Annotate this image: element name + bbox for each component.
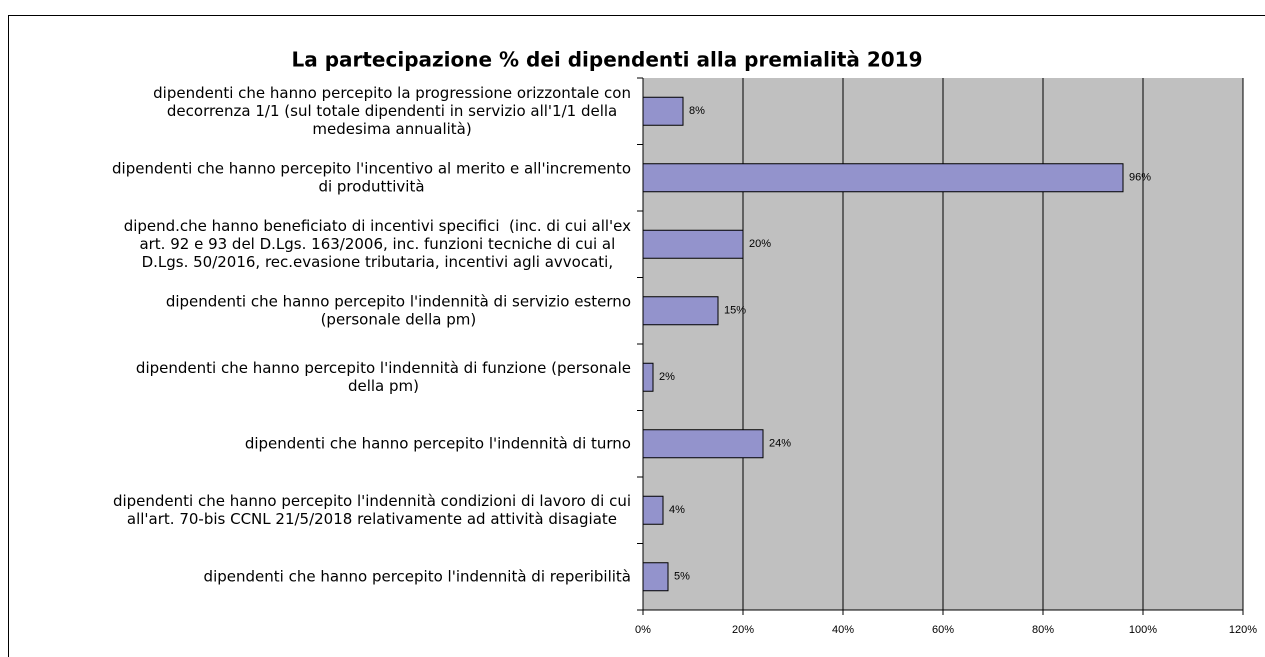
- y-tick-label: dipendenti che hanno percepito l'indenni…: [136, 359, 631, 377]
- y-tick-label: dipendenti che hanno percepito l'indenni…: [245, 434, 631, 452]
- bar: [642, 96, 684, 126]
- value-label: 15%: [724, 305, 746, 317]
- y-tick-label: di produttività: [318, 177, 424, 195]
- bar: [642, 562, 669, 592]
- y-tick-label: art. 92 e 93 del D.Lgs. 163/2006, inc. f…: [139, 235, 615, 253]
- y-tick-label: dipendenti che hanno percepito l'indenni…: [204, 567, 631, 585]
- bar: [642, 495, 664, 525]
- value-label: 8%: [689, 105, 705, 117]
- bar: [642, 296, 719, 326]
- x-tick-label: 100%: [1129, 624, 1157, 636]
- chart-title: La partecipazione % dei dipendenti alla …: [291, 48, 922, 72]
- x-tick-label: 80%: [1032, 624, 1054, 636]
- bar: [642, 362, 654, 392]
- bar: [642, 163, 1124, 193]
- x-tick-label: 20%: [732, 624, 754, 636]
- x-tick-label: 120%: [1229, 624, 1257, 636]
- y-tick-label: dipendenti che hanno percepito l'incenti…: [112, 159, 631, 177]
- y-tick-label: della pm): [348, 377, 419, 395]
- y-tick-label: D.Lgs. 50/2016, rec.evasione tributaria,…: [142, 253, 614, 271]
- value-label: 4%: [669, 504, 685, 516]
- y-tick-label: (personale della pm): [321, 310, 477, 328]
- y-tick-label: decorrenza 1/1 (sul totale dipendenti in…: [167, 102, 617, 120]
- y-tick-label: dipendenti che hanno percepito la progre…: [153, 84, 631, 102]
- value-label: 5%: [674, 571, 690, 583]
- bar: [642, 229, 744, 259]
- value-label: 96%: [1129, 172, 1151, 184]
- y-tick-label: dipendenti che hanno percepito l'indenni…: [166, 292, 631, 310]
- value-label: 20%: [749, 238, 771, 250]
- x-tick-label: 40%: [832, 624, 854, 636]
- x-tick-label: 60%: [932, 624, 954, 636]
- y-tick-label: dipend.che hanno beneficiato di incentiv…: [124, 217, 631, 235]
- y-tick-label: all'art. 70-bis CCNL 21/5/2018 relativam…: [127, 510, 617, 528]
- value-label: 2%: [659, 371, 675, 383]
- bar: [642, 429, 764, 459]
- x-tick-label: 0%: [635, 624, 651, 636]
- y-tick-label: medesima annualità): [312, 120, 471, 138]
- y-tick-label: dipendenti che hanno percepito l'indenni…: [113, 492, 631, 510]
- value-label: 24%: [769, 438, 791, 450]
